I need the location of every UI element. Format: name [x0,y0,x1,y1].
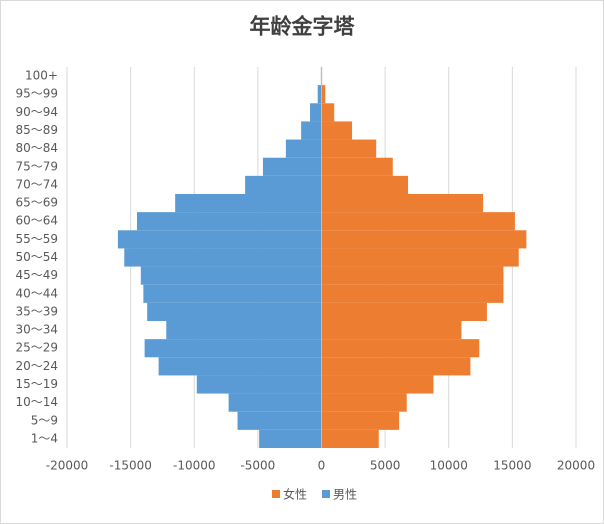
x-tick-label: 20000 [557,459,595,473]
x-tick-label: 10000 [430,459,468,473]
bar [321,411,400,430]
legend-swatch [322,490,330,498]
bar [321,212,515,231]
y-tick-label: 25～29 [15,341,58,355]
legend-label: 女性 [283,487,307,502]
bar [144,339,322,358]
x-tick-label: -5000 [240,459,275,473]
bar [321,321,462,340]
bar [143,284,322,303]
y-tick-label: 55～59 [15,232,58,246]
bar [228,393,322,412]
y-tick-label: 1～4 [31,431,58,445]
bar [147,302,322,321]
bar [237,411,322,430]
bar [259,429,322,448]
bar [321,85,326,104]
bar [321,194,484,213]
bar [321,139,377,158]
bar [175,194,322,213]
chart-title: 年龄金字塔 [250,14,356,39]
y-tick-label: 70～74 [15,177,58,191]
bar [321,375,434,394]
y-tick-label: 75～79 [15,159,58,173]
bar [321,266,504,285]
x-tick-label: 5000 [370,459,401,473]
y-tick-label: 20～24 [15,359,58,373]
bar [285,139,322,158]
bar [140,266,322,285]
y-tick-label: 85～89 [15,123,58,137]
bar [321,284,504,303]
legend-label: 男性 [333,488,357,502]
y-tick-label: 10～14 [15,395,58,409]
bar [166,321,322,340]
y-tick-label: 5～9 [31,413,58,427]
y-tick-label: 90～94 [15,105,58,119]
x-tick-label: -10000 [173,459,216,473]
bar [321,429,379,448]
bar [136,212,322,231]
y-tick-label: 40～44 [15,286,58,300]
y-tick-label: 95～99 [15,87,58,101]
y-tick-label: 50～54 [15,250,58,264]
x-tick-label: 15000 [493,459,531,473]
y-tick-label: 100+ [25,69,58,83]
y-tick-label: 80～84 [15,141,58,155]
bar [301,121,322,140]
y-tick-label: 60～64 [15,214,58,228]
bar [321,103,335,122]
bar [196,375,322,394]
bar [158,357,322,376]
bar [321,175,409,194]
bar [317,85,322,104]
y-tick-label: 35～39 [15,304,58,318]
x-tick-label: -20000 [46,459,89,473]
bar [262,157,322,176]
bar [321,339,480,358]
y-tick-label: 45～49 [15,268,58,282]
y-tick-label: 30～34 [15,323,58,337]
bar [124,248,322,267]
y-tick-label: 15～19 [15,377,58,391]
bar [310,103,322,122]
bar [321,357,471,376]
x-tick-label: -15000 [109,459,152,473]
y-tick-label: 65～69 [15,196,58,210]
bar [321,157,393,176]
bar [117,230,322,249]
bar [321,393,407,412]
bar [321,121,353,140]
bar [321,230,527,249]
bar [321,302,487,321]
bar [321,248,519,267]
x-tick-label: 0 [318,459,326,473]
legend-swatch [272,490,280,498]
bar [245,175,322,194]
